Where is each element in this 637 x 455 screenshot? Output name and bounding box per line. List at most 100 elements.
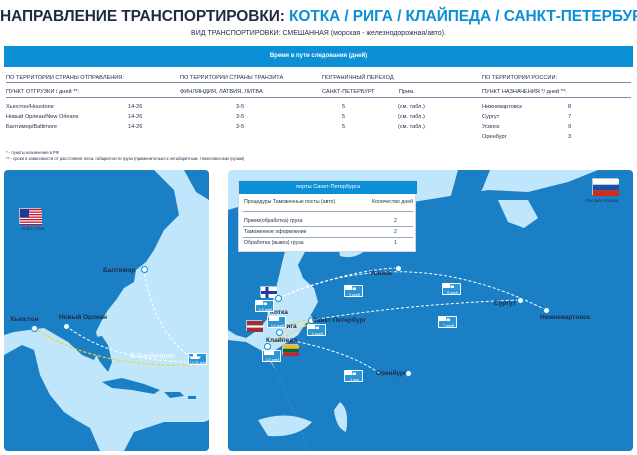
row-destination-days: 9 bbox=[568, 124, 572, 130]
city-marker-riga bbox=[276, 329, 283, 336]
city-label-kotka: Котка bbox=[270, 309, 288, 316]
black-sea bbox=[258, 415, 312, 437]
city-marker-new-orleans bbox=[63, 323, 70, 330]
footnote: * - пункты назначения в РФ bbox=[6, 150, 59, 155]
transit-badge-orenburg: 3 дня bbox=[344, 370, 363, 382]
row-destination: Оренбург bbox=[482, 134, 507, 140]
spb-ports-title: порты Санкт-Петербурга bbox=[239, 181, 417, 194]
latvia-flag bbox=[246, 320, 263, 332]
city-label-houston: Хьюстон bbox=[10, 316, 39, 323]
caribbean-island bbox=[188, 396, 196, 399]
latvia-flag-icon bbox=[247, 321, 263, 332]
truck-icon bbox=[439, 317, 450, 321]
transit-badge-text: 9 дней bbox=[349, 292, 360, 297]
ports-row-label: Прием(обработка) груза bbox=[244, 218, 303, 224]
russia-flag bbox=[592, 178, 619, 196]
col-shipping-point: ПУНКТ ОТГРУЗКИ / дней **: bbox=[6, 89, 80, 95]
city-label-surgut: Сургут bbox=[494, 300, 516, 307]
row-destination: Сургут bbox=[482, 114, 500, 120]
transit-table-title: Время в пути следования (дней) bbox=[269, 53, 368, 59]
route-houston bbox=[33, 327, 195, 366]
mexico-land bbox=[4, 345, 100, 451]
ports-row-label: Таможенное оформление bbox=[244, 229, 307, 235]
row-note: (см. табл.) bbox=[398, 124, 425, 130]
col-border-point: САНКТ-ПЕТЕРБУРГ bbox=[322, 89, 375, 95]
route-new-orleans bbox=[65, 325, 195, 363]
usa-flag-icon bbox=[20, 209, 42, 225]
ports-col-procedures: Процедуры Таможенные посты (авто) bbox=[244, 199, 336, 205]
group-transit-country: ПО ТЕРРИТОРИИ СТРАНЫ ТРАНЗИТА bbox=[180, 75, 284, 81]
route-baltimore bbox=[143, 268, 195, 361]
novaya-zemlya bbox=[448, 170, 490, 210]
transit-badge-riga: 3-5 дней bbox=[267, 316, 286, 328]
row-destination-days: 3 bbox=[568, 134, 572, 140]
spb-ports-table: порты Санкт-Петербурга Процедуры Таможен… bbox=[238, 180, 417, 252]
group-russia: ПО ТЕРРИТОРИИ РОССИИ: bbox=[482, 75, 558, 81]
route-spb-surgut bbox=[311, 299, 521, 321]
city-marker-klaipeda bbox=[264, 343, 271, 350]
truck-icon bbox=[345, 371, 356, 375]
city-marker-saint-petersburg bbox=[308, 317, 315, 324]
city-marker-surgut bbox=[517, 297, 524, 304]
usa-flag bbox=[19, 208, 42, 225]
transit-badge-usa: 14-26 дней bbox=[188, 353, 207, 365]
subtitle: ВИД ТРАНСПОРТИРОВКИ: СМЕШАННАЯ (морская … bbox=[191, 30, 446, 37]
row-destination: Усинск bbox=[482, 124, 500, 130]
transit-badge-text: 7 дней bbox=[443, 323, 454, 328]
row-transit-days: 3-5 bbox=[236, 124, 245, 130]
col-destination: ПУНКТ НАЗНАЧЕНИЯ */ дней **: bbox=[482, 89, 567, 95]
ports-row-days: 2 bbox=[394, 218, 397, 224]
transit-badge-text: 14-26 дней bbox=[189, 360, 208, 365]
group-departure-country: ПО ТЕРРИТОРИИ СТРАНЫ ОТПРАВЛЕНИЯ: bbox=[6, 75, 124, 81]
title-prefix: НАПРАВЛЕНИЕ ТРАНСПОРТИРОВКИ: bbox=[0, 8, 285, 25]
col-transit-countries: ФИНЛЯНДИЯ, ЛАТВИЯ, ЛИТВА bbox=[180, 89, 263, 95]
transit-badge-usinsk: 9 дней bbox=[344, 285, 363, 297]
transit-badge-spb: 5 дней bbox=[307, 324, 326, 336]
row-origin-days: 14-26 bbox=[128, 104, 143, 110]
ports-divider bbox=[243, 211, 413, 212]
city-label-riga: Рига bbox=[282, 323, 297, 330]
footnote: ** - сроки в зависимости от расстояния, … bbox=[6, 156, 245, 161]
city-label-klaipeda: Клайпеда bbox=[266, 337, 297, 344]
transit-badge-kotka: 3-5 дней bbox=[255, 300, 274, 312]
route-riga-orenburg bbox=[277, 337, 383, 376]
finland-flag-icon bbox=[261, 287, 277, 298]
city-marker-orenburg bbox=[405, 370, 412, 377]
route-kotka-nizhnevartovsk bbox=[277, 271, 547, 311]
greenland-land bbox=[184, 170, 209, 200]
row-transit-days: 3-5 bbox=[236, 114, 245, 120]
city-label-orenburg: Оренбург bbox=[376, 370, 407, 377]
transit-badge-klaipeda: 3-5 дней bbox=[262, 350, 281, 362]
city-label-saint-petersburg: Санкт-Петербург bbox=[312, 317, 367, 324]
title-routes: КОТКА / РИГА / КЛАЙПЕДА / САНКТ-ПЕТЕРБУР… bbox=[289, 8, 637, 25]
city-marker-kotka bbox=[275, 295, 282, 302]
northern-coast bbox=[498, 200, 538, 228]
row-origin: Хьюстон/Houstone bbox=[6, 104, 54, 110]
row-border-days: 5 bbox=[342, 124, 346, 130]
city-label-baltimore: Балтимор bbox=[103, 267, 136, 274]
train-icon bbox=[264, 351, 274, 355]
row-origin: Новый Орлеан/New Orleans bbox=[6, 114, 79, 120]
transit-badge-text: 8 дней bbox=[447, 290, 458, 295]
florida-land bbox=[90, 336, 112, 372]
row-destination: Нижневартовск bbox=[482, 104, 522, 110]
row-origin-days: 14-26 bbox=[128, 114, 143, 120]
ports-row-days: 1 bbox=[394, 240, 397, 246]
row-border-days: 5 bbox=[342, 114, 346, 120]
transit-badge-text: 3 дня bbox=[350, 377, 359, 382]
city-marker-houston bbox=[31, 325, 38, 332]
cuba-island bbox=[102, 378, 160, 394]
finland-flag bbox=[260, 286, 277, 298]
usa-flag-caption: США / Usa bbox=[22, 226, 45, 231]
truck-icon bbox=[256, 301, 267, 305]
caribbean-island bbox=[164, 392, 184, 398]
transit-badge-text: 5 дней bbox=[312, 331, 323, 336]
truck-icon bbox=[443, 284, 454, 288]
ship-icon bbox=[189, 354, 201, 359]
russia-flag-icon bbox=[593, 179, 619, 196]
ports-row-label: Обработка (вывоз) груза bbox=[244, 240, 304, 246]
transit-badge-nizhnevartovsk: 8 дней bbox=[442, 283, 461, 295]
usa-map-graphic bbox=[4, 170, 209, 451]
lithuania-flag-icon bbox=[283, 345, 299, 356]
truck-icon bbox=[308, 325, 319, 329]
